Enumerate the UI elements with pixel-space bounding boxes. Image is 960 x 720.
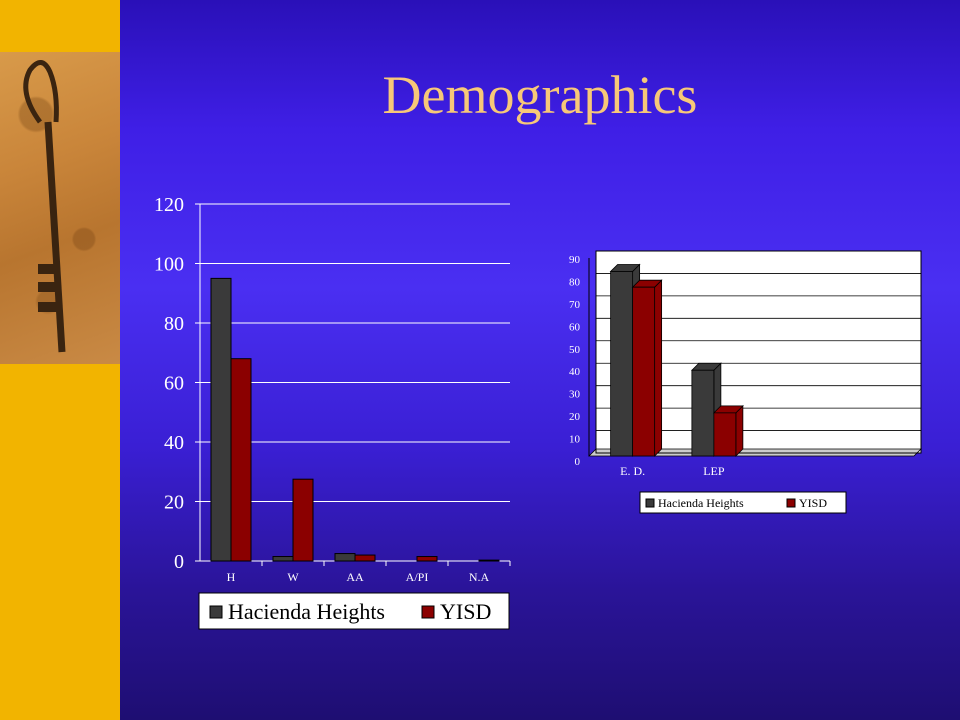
- demographics-chart: 0 20 40 60 80 100 120 H W AA A/PI N.A Hacienda Heigh…: [154, 194, 511, 630]
- bar-hacienda-heights: [334, 553, 356, 562]
- bar-yisd: [230, 358, 252, 562]
- legend-label-yisd: YISD: [440, 599, 491, 624]
- y-tick-label: 0: [174, 551, 184, 573]
- y-tick-label: 70: [569, 299, 581, 311]
- legend-swatch-yisd: [786, 498, 796, 508]
- y-tick-label: 10: [569, 434, 581, 446]
- legend-label-hacienda-heights: Hacienda Heights: [658, 496, 744, 510]
- x-tick-label: N.A: [469, 570, 490, 584]
- x-tick-label: E. D.: [620, 464, 645, 478]
- bar-yisd: [354, 554, 376, 562]
- y-tick-label: 80: [164, 313, 184, 335]
- x-tick-label: H: [227, 570, 236, 584]
- y-tick-label: 20: [164, 492, 184, 514]
- y-tick-label: 50: [569, 344, 581, 356]
- x-tick-label: AA: [346, 570, 364, 584]
- legend: Hacienda Heights YISD: [639, 491, 847, 514]
- key-illustration: [23, 60, 66, 353]
- y-tick-label: 60: [164, 373, 184, 395]
- bar-hacienda-heights: [272, 556, 294, 562]
- y-tick-label: 120: [154, 194, 184, 216]
- legend-box: [639, 491, 847, 514]
- ed-lep-chart: 0 10 20 30 40 50 60 70 80 90 E. D. LEP Hacienda Heig…: [569, 250, 922, 514]
- page-title: Demographics: [382, 65, 698, 125]
- y-tick-label: 40: [569, 366, 581, 378]
- bar-yisd: [631, 279, 663, 457]
- y-tick-label: 30: [569, 389, 581, 401]
- legend-label-yisd: YISD: [799, 496, 827, 510]
- y-tick-label: 40: [164, 432, 184, 454]
- legend-label-hacienda-heights: Hacienda Heights: [228, 599, 385, 624]
- y-tick-label: 20: [569, 411, 581, 423]
- bar-yisd: [478, 559, 500, 562]
- legend-box: [198, 592, 510, 630]
- y-tick-label: 100: [154, 254, 184, 276]
- y-tick-label: 60: [569, 321, 581, 333]
- y-tick-label: 0: [575, 456, 581, 468]
- x-tick-label: LEP: [703, 464, 725, 478]
- bar-yisd: [416, 556, 438, 562]
- plot-border: [595, 250, 922, 454]
- bar-yisd: [712, 404, 744, 457]
- bar-hacienda-heights: [210, 277, 232, 562]
- x-tick-label: A/PI: [406, 570, 429, 584]
- y-tick-label: 80: [569, 276, 581, 288]
- key-photo: [0, 52, 120, 364]
- y-tick-label: 90: [569, 254, 581, 266]
- legend: Hacienda Heights YISD: [198, 592, 510, 630]
- x-tick-label: W: [287, 570, 299, 584]
- legend-swatch-yisd: [421, 605, 435, 619]
- legend-swatch-hacienda-heights: [645, 498, 655, 508]
- legend-swatch-hacienda-heights: [209, 605, 223, 619]
- bar-yisd: [292, 478, 314, 562]
